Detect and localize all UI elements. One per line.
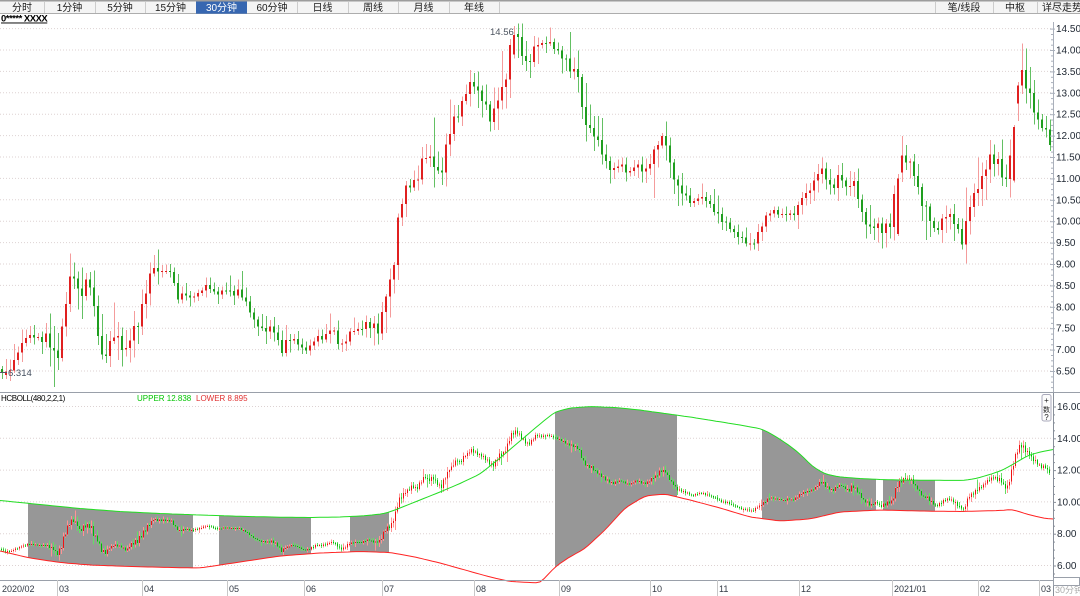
svg-text:12.00: 12.00 [1057,466,1080,477]
svg-text:03: 03 [1041,584,1051,594]
svg-text:中枢: 中枢 [1005,1,1025,14]
svg-text:7.50: 7.50 [1056,324,1076,335]
svg-text:08: 08 [476,584,486,594]
svg-text:0***** XXXX: 0***** XXXX [1,14,48,25]
svg-text:7.00: 7.00 [1056,345,1076,356]
svg-text:8.00: 8.00 [1057,529,1077,540]
svg-text:LOWER 8.895: LOWER 8.895 [196,394,248,403]
svg-text:06: 06 [306,584,316,594]
svg-text:2021/01: 2021/01 [894,584,927,594]
svg-text:07: 07 [384,584,394,594]
svg-text:16.00: 16.00 [1057,402,1080,413]
svg-text:HCBOLL(480,2,2,1): HCBOLL(480,2,2,1) [1,394,66,403]
svg-text:12: 12 [801,584,811,594]
svg-text:13.50: 13.50 [1056,67,1080,78]
svg-text:月线: 月线 [414,1,434,14]
svg-text:14.00: 14.00 [1056,46,1080,57]
svg-text:6.50: 6.50 [1056,367,1076,378]
svg-text:10.50: 10.50 [1056,195,1080,206]
svg-text:8.50: 8.50 [1056,281,1076,292]
svg-text:9.00: 9.00 [1056,260,1076,271]
svg-text:11.00: 11.00 [1056,174,1080,185]
svg-text:15分钟: 15分钟 [155,1,186,14]
svg-text:03: 03 [59,584,69,594]
svg-text:11: 11 [719,584,728,594]
svg-text:11.50: 11.50 [1056,153,1080,164]
svg-text:30分钟: 30分钟 [1055,584,1080,595]
svg-text:05: 05 [229,584,239,594]
svg-text:2020/02: 2020/02 [2,584,35,594]
svg-text:10.00: 10.00 [1057,497,1080,508]
svg-text:UPPER 12.838: UPPER 12.838 [137,394,192,403]
svg-text:6.314: 6.314 [8,368,32,379]
svg-text:10.00: 10.00 [1056,217,1080,228]
svg-text:14.56: 14.56 [490,27,514,38]
svg-text:1分钟: 1分钟 [57,1,83,14]
svg-text:年线: 年线 [464,1,484,14]
svg-text:8.00: 8.00 [1056,302,1076,313]
svg-text:9.50: 9.50 [1056,238,1076,249]
svg-text:10: 10 [652,584,662,594]
svg-text:日线: 日线 [313,1,333,14]
svg-text:?: ? [1044,413,1049,422]
svg-text:60分钟: 60分钟 [256,1,287,14]
svg-text:+: + [1044,396,1049,405]
svg-text:5分钟: 5分钟 [107,1,133,14]
svg-text:14.00: 14.00 [1057,434,1080,445]
svg-text:6.00: 6.00 [1057,561,1077,572]
svg-text:12.00: 12.00 [1056,131,1080,142]
svg-text:12.50: 12.50 [1056,110,1080,121]
svg-text:04: 04 [144,584,154,594]
svg-text:13.00: 13.00 [1056,88,1080,99]
svg-text:数: 数 [1043,405,1050,414]
svg-text:30分钟: 30分钟 [206,1,237,14]
svg-text:详尽走势: 详尽走势 [1042,1,1080,14]
svg-text:02: 02 [980,584,990,594]
svg-text:14.50: 14.50 [1056,24,1080,35]
svg-text:周线: 周线 [363,1,383,14]
svg-text:09: 09 [561,584,571,594]
svg-text:笔/线段: 笔/线段 [948,1,981,14]
svg-text:分时: 分时 [12,2,32,14]
